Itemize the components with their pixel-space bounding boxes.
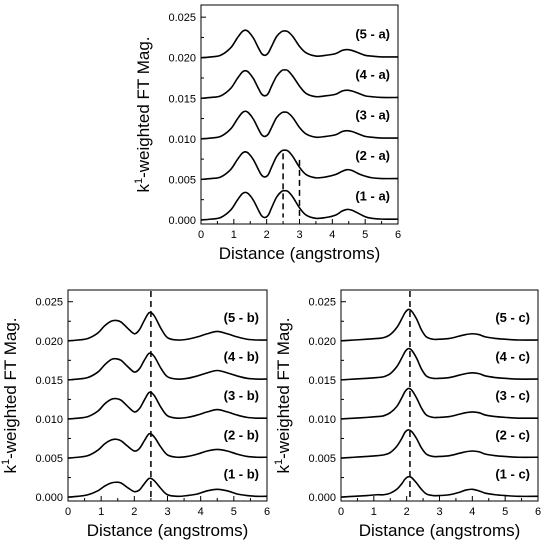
y-axis-title: k1-weighted FT Mag. xyxy=(133,36,153,192)
x-tick-label: 4 xyxy=(329,229,335,241)
y-tick-label: 0.005 xyxy=(35,453,63,465)
y-axis-title-text: -weighted FT Mag. xyxy=(134,36,153,177)
x-tick-label: 0 xyxy=(338,506,344,518)
series-label: (2 - b) xyxy=(224,427,259,442)
x-tick-label: 1 xyxy=(231,229,237,241)
y-tick-label: 0.020 xyxy=(168,53,196,65)
x-tick-label: 2 xyxy=(404,506,410,518)
y-tick-label: 0.015 xyxy=(168,93,196,105)
series-label: (2 - c) xyxy=(495,427,530,442)
x-tick-label: 5 xyxy=(231,506,237,518)
x-tick-label: 2 xyxy=(264,229,270,241)
y-tick-label: 0.005 xyxy=(168,174,196,186)
y-tick-label: 0.005 xyxy=(308,453,336,465)
y-tick-label: 0.000 xyxy=(168,215,196,227)
y-axis-title-superscript: 1 xyxy=(133,178,145,184)
y-tick-label: 0.020 xyxy=(35,336,63,348)
y-tick-label: 0.020 xyxy=(308,336,336,348)
y-axis-title-prefix: k xyxy=(1,465,20,474)
series-label: (5 - b) xyxy=(224,310,259,325)
x-tick-label: 2 xyxy=(131,506,137,518)
x-tick-label: 0 xyxy=(198,229,204,241)
y-tick-label: 0.010 xyxy=(35,414,63,426)
series-label: (3 - c) xyxy=(495,388,530,403)
y-tick-label: 0.025 xyxy=(168,12,196,24)
y-tick-label: 0.010 xyxy=(308,414,336,426)
series-line xyxy=(200,110,399,140)
y-axis-title-text: -weighted FT Mag. xyxy=(274,317,293,458)
series-line xyxy=(340,475,539,498)
series-label: (4 - b) xyxy=(224,349,259,364)
y-axis-title: k1-weighted FT Mag. xyxy=(0,317,20,473)
panel-a: 0 1 2 3 4 5 6 0.000 0.005 0.010 0.015 0.020 0.025 Dis… xyxy=(133,4,401,263)
y-tick-label: 0.010 xyxy=(168,134,196,146)
series-label: (5 - a) xyxy=(355,26,390,41)
panel-b: 0 1 2 3 4 5 6 0.000 0.005 0.010 0.015 0.020 0.025 Dis… xyxy=(0,289,270,540)
series-label: (5 - c) xyxy=(495,310,530,325)
series-label: (2 - a) xyxy=(355,148,390,163)
series-line xyxy=(200,69,399,100)
series-line xyxy=(67,477,268,498)
series-line xyxy=(340,347,539,381)
y-axis-title-superscript: 1 xyxy=(273,459,285,465)
x-tick-label: 5 xyxy=(362,229,368,241)
series-label: (3 - a) xyxy=(355,107,390,122)
y-axis-title-superscript: 1 xyxy=(0,459,12,465)
series-line xyxy=(67,432,268,459)
x-tick-label: 3 xyxy=(436,506,442,518)
series-line xyxy=(200,29,399,59)
x-tick-label: 3 xyxy=(164,506,170,518)
panel-c: 0 1 2 3 4 5 6 0.000 0.005 0.010 0.015 0.020 0.025 Dis… xyxy=(273,289,541,540)
y-axis-title-prefix: k xyxy=(134,184,153,193)
series-line xyxy=(67,352,268,381)
series-label: (1 - b) xyxy=(224,466,259,481)
series-line xyxy=(200,189,399,221)
x-tick-label: 4 xyxy=(469,506,475,518)
y-axis-title-prefix: k xyxy=(274,465,293,474)
y-tick-label: 0.025 xyxy=(308,297,336,309)
x-tick-label: 3 xyxy=(296,229,302,241)
x-tick-label: 6 xyxy=(535,506,541,518)
x-tick-label: 6 xyxy=(395,229,401,241)
y-axis-title: k1-weighted FT Mag. xyxy=(273,317,293,473)
series-label: (3 - b) xyxy=(224,388,259,403)
y-tick-label: 0.000 xyxy=(308,492,336,504)
x-tick-label: 1 xyxy=(371,506,377,518)
series-line xyxy=(67,311,268,342)
y-axis-title-text: -weighted FT Mag. xyxy=(1,317,20,458)
series-label: (1 - c) xyxy=(495,466,530,481)
x-axis-title: Distance (angstroms) xyxy=(359,521,521,540)
series-label: (1 - a) xyxy=(355,188,390,203)
y-tick-label: 0.000 xyxy=(35,492,63,504)
x-tick-label: 0 xyxy=(65,506,71,518)
x-tick-label: 6 xyxy=(264,506,270,518)
x-tick-label: 5 xyxy=(502,506,508,518)
series-label: (4 - a) xyxy=(355,67,390,82)
series-label: (4 - c) xyxy=(495,349,530,364)
series-line xyxy=(340,308,539,342)
y-tick-label: 0.025 xyxy=(35,297,63,309)
x-axis-title: Distance (angstroms) xyxy=(87,521,249,540)
series-line xyxy=(67,391,268,420)
x-tick-label: 4 xyxy=(198,506,204,518)
y-tick-label: 0.015 xyxy=(308,375,336,387)
x-tick-label: 1 xyxy=(98,506,104,518)
series-line xyxy=(340,387,539,420)
series-line xyxy=(340,429,539,459)
y-tick-label: 0.015 xyxy=(35,375,63,387)
series-line xyxy=(200,149,399,181)
x-axis-title: Distance (angstroms) xyxy=(219,244,381,263)
